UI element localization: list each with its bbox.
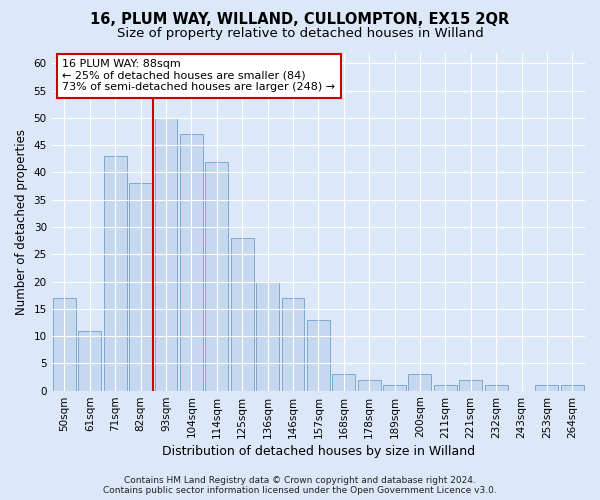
Bar: [459, 380, 482, 390]
Bar: [53, 298, 76, 390]
Bar: [104, 156, 127, 390]
Bar: [307, 320, 330, 390]
Bar: [180, 134, 203, 390]
Bar: [434, 385, 457, 390]
Bar: [231, 238, 254, 390]
X-axis label: Distribution of detached houses by size in Willand: Distribution of detached houses by size …: [162, 444, 475, 458]
Bar: [281, 298, 304, 390]
Text: Size of property relative to detached houses in Willand: Size of property relative to detached ho…: [116, 28, 484, 40]
Text: Contains HM Land Registry data © Crown copyright and database right 2024.
Contai: Contains HM Land Registry data © Crown c…: [103, 476, 497, 495]
Bar: [332, 374, 355, 390]
Bar: [129, 184, 152, 390]
Bar: [409, 374, 431, 390]
Bar: [535, 385, 559, 390]
Bar: [358, 380, 380, 390]
Text: 16 PLUM WAY: 88sqm
← 25% of detached houses are smaller (84)
73% of semi-detache: 16 PLUM WAY: 88sqm ← 25% of detached hou…: [62, 60, 335, 92]
Bar: [383, 385, 406, 390]
Bar: [79, 330, 101, 390]
Bar: [485, 385, 508, 390]
Bar: [205, 162, 228, 390]
Bar: [256, 282, 279, 391]
Y-axis label: Number of detached properties: Number of detached properties: [15, 128, 28, 314]
Bar: [561, 385, 584, 390]
Text: 16, PLUM WAY, WILLAND, CULLOMPTON, EX15 2QR: 16, PLUM WAY, WILLAND, CULLOMPTON, EX15 …: [91, 12, 509, 28]
Bar: [155, 118, 178, 390]
